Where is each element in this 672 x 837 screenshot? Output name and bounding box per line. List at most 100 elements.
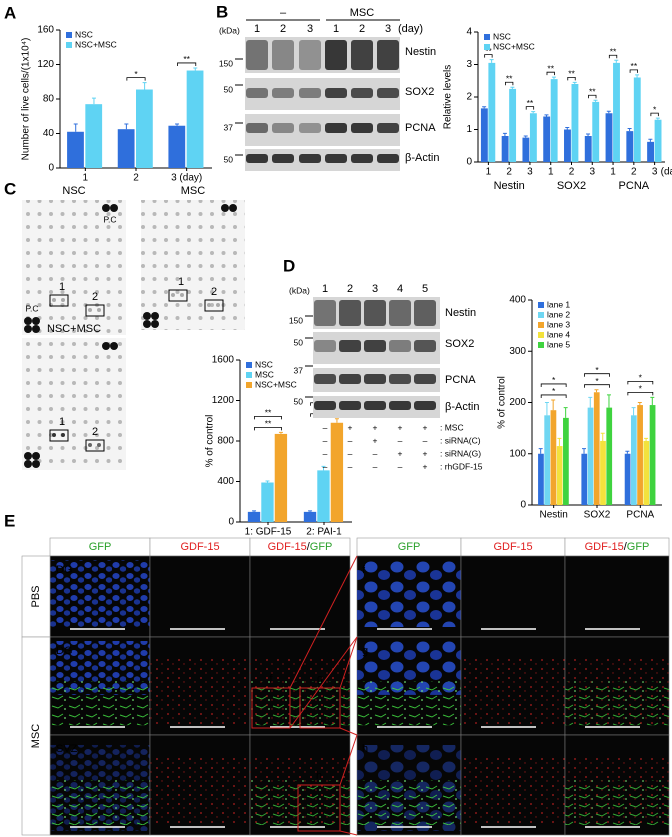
lane-label: 3 — [307, 23, 313, 35]
blot-background — [245, 78, 400, 110]
column-header: GDF-15 — [180, 541, 219, 553]
legend-swatch — [538, 312, 544, 318]
zoom-label: g — [362, 645, 368, 657]
significance-label: ** — [589, 87, 596, 97]
control-spot — [151, 320, 159, 328]
lane-label: 2 — [347, 283, 353, 295]
spot-box — [49, 429, 69, 442]
blot-band — [246, 123, 268, 133]
gdf15-stain — [565, 755, 669, 825]
y-tick-label: 800 — [217, 436, 234, 447]
blot-band — [351, 154, 373, 163]
array-spot — [97, 443, 101, 447]
blot-band — [414, 401, 436, 410]
treatment-sign: + — [373, 422, 378, 432]
bar — [564, 129, 571, 162]
error-bar — [531, 111, 536, 114]
treatment-sign: – — [323, 448, 328, 458]
spot-label: 2 — [211, 286, 217, 298]
treatment-sign: – — [323, 435, 328, 445]
unit-label: (kDa) — [219, 25, 240, 35]
y-tick-label: 100 — [509, 448, 526, 459]
x-tick-label: 1 — [548, 167, 554, 178]
error-bar — [91, 97, 96, 105]
significance-label: ** — [610, 47, 617, 57]
control-label: P.C — [25, 303, 38, 313]
blot-band — [377, 123, 399, 133]
control-spot — [32, 452, 40, 460]
array-title: NSC — [62, 185, 85, 197]
bar — [633, 77, 641, 162]
bar — [605, 113, 613, 162]
blot-band — [325, 88, 347, 98]
blot-band — [377, 40, 399, 70]
blot-band — [377, 154, 399, 163]
bar — [543, 116, 551, 162]
y-axis-label: % of control — [205, 415, 216, 468]
treatment-sign: + — [423, 422, 428, 432]
protein-label: Nestin — [445, 307, 476, 319]
panel-label: B — [216, 2, 228, 21]
column-header-part: GFP — [89, 541, 112, 553]
error-bar — [600, 432, 605, 441]
y-tick-label: 1600 — [212, 355, 235, 366]
spot-label: 2 — [92, 291, 98, 303]
control-spot — [151, 312, 159, 320]
panel-label: C — [4, 179, 16, 198]
blot-band — [389, 374, 411, 384]
zoom-label: g — [317, 673, 323, 685]
x-tick-label: 2 — [506, 167, 512, 178]
blot-band — [414, 300, 436, 326]
lane-label: 2 — [359, 23, 365, 35]
panel-label: A — [4, 3, 16, 22]
bar — [637, 405, 643, 505]
control-spot — [24, 460, 32, 468]
error-bar — [650, 396, 655, 406]
lane-label: 1 — [322, 283, 328, 295]
marker-label: 37 — [224, 122, 234, 132]
bar — [556, 446, 563, 505]
control-spot — [32, 317, 40, 325]
error-bar — [175, 123, 180, 126]
significance-bracket — [254, 415, 282, 420]
treatment-sign: – — [348, 461, 353, 471]
spot-box — [49, 294, 69, 307]
zoom-connector — [339, 727, 358, 736]
array-spot — [180, 293, 184, 297]
significance-label: ** — [568, 69, 575, 79]
spot-box — [168, 289, 188, 302]
bar — [571, 84, 579, 162]
lane-label: 2 — [280, 23, 286, 35]
marker-label: 37 — [294, 365, 304, 375]
bar — [274, 433, 288, 522]
blot-band — [339, 401, 361, 410]
x-tick-label: 3 — [589, 167, 595, 178]
micrograph — [564, 555, 670, 638]
significance-label: * — [552, 386, 556, 396]
treatment-name: : siRNA(C) — [440, 435, 481, 445]
significance-bracket — [608, 54, 618, 59]
bar — [501, 136, 509, 162]
significance-label: ** — [547, 63, 554, 73]
x-tick-label: 3 (day) — [171, 173, 202, 184]
zoom-box — [297, 784, 341, 832]
x-tick-label: Nestin — [539, 510, 567, 521]
blot-band — [364, 401, 386, 410]
array-spot — [61, 433, 65, 437]
significance-bracket — [567, 76, 576, 81]
bar — [550, 410, 557, 505]
error-bar — [544, 402, 549, 416]
error-bar — [582, 448, 587, 454]
marker-label: 150 — [219, 58, 233, 68]
column-header: GDF-15/GFP — [268, 541, 333, 553]
column-header-part: / — [624, 541, 628, 553]
bar — [168, 125, 186, 168]
error-bar — [482, 106, 487, 109]
blot-band — [389, 401, 411, 410]
significance-label: * — [653, 104, 657, 114]
control-spot — [110, 342, 118, 350]
control-spot — [24, 452, 32, 460]
error-bar — [538, 448, 543, 454]
array-spot — [216, 303, 220, 307]
gdf15-stain — [565, 656, 669, 726]
